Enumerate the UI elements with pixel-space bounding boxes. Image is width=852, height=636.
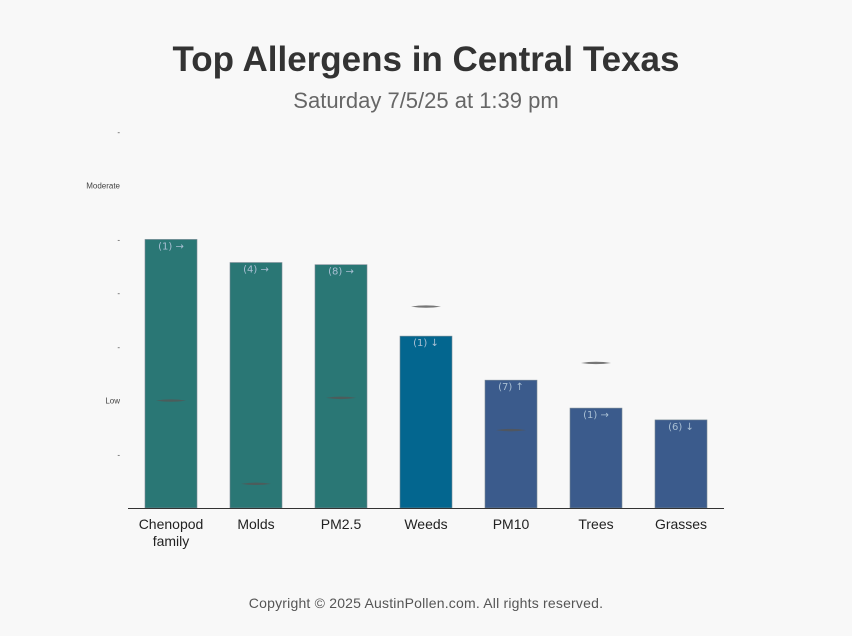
marker-pm10 — [496, 428, 526, 432]
bar-pm2-5 — [314, 264, 368, 509]
data-label: (1) → — [158, 241, 184, 252]
bar-grasses — [654, 419, 708, 509]
y-tick-label: - — [117, 235, 120, 244]
bar-chenopod-family — [144, 239, 198, 509]
bar-molds — [229, 262, 283, 509]
data-label: (7) ↑ — [498, 382, 524, 393]
y-tick-label: Low — [105, 397, 120, 406]
data-label: (8) → — [328, 267, 354, 278]
x-axis-labels: Chenopod family Molds PM2.5 Weeds PM10 Trees Gr… — [139, 516, 707, 549]
copyright-notice: Copyright © 2025 AustinPollen.com. All r… — [248, 595, 604, 611]
marker-pm2-5 — [326, 396, 356, 400]
x-tick-label: Chenopod family — [139, 516, 204, 549]
y-tick-label: - — [117, 128, 120, 137]
bars-group — [144, 239, 708, 509]
markers-group — [156, 305, 611, 486]
y-tick-label: Moderate — [86, 182, 120, 191]
chart-title: Top Allergens in Central Texas — [172, 40, 680, 79]
bar-pm10 — [484, 379, 538, 509]
data-label: (1) → — [583, 410, 609, 421]
y-tick-label: - — [117, 343, 120, 352]
data-label: (1) ↓ — [413, 338, 439, 349]
x-tick-label: Trees — [578, 516, 613, 532]
y-tick-label: - — [117, 289, 120, 298]
x-tick-label: Weeds — [404, 516, 447, 532]
marker-molds — [241, 482, 271, 486]
marker-chenopod-family — [156, 399, 186, 402]
y-axis-ticks: - Low - - - Moderate - — [86, 128, 120, 459]
bar-trees — [569, 407, 623, 509]
bar-weeds — [399, 335, 453, 509]
data-labels-group: (1) → (4) → (8) → (1) ↓ (7) ↑ (1) → (6) ↓ — [158, 241, 694, 432]
data-label: (6) ↓ — [668, 422, 694, 433]
data-label: (4) → — [243, 265, 269, 276]
marker-weeds — [411, 305, 441, 308]
y-tick-label: - — [117, 450, 120, 459]
marker-trees — [581, 361, 611, 365]
x-tick-label: Grasses — [655, 516, 707, 532]
chart-subtitle: Saturday 7/5/25 at 1:39 pm — [293, 88, 559, 113]
x-tick-label: PM2.5 — [321, 516, 362, 532]
x-tick-label: Molds — [237, 516, 274, 532]
x-tick-label: PM10 — [493, 516, 530, 532]
